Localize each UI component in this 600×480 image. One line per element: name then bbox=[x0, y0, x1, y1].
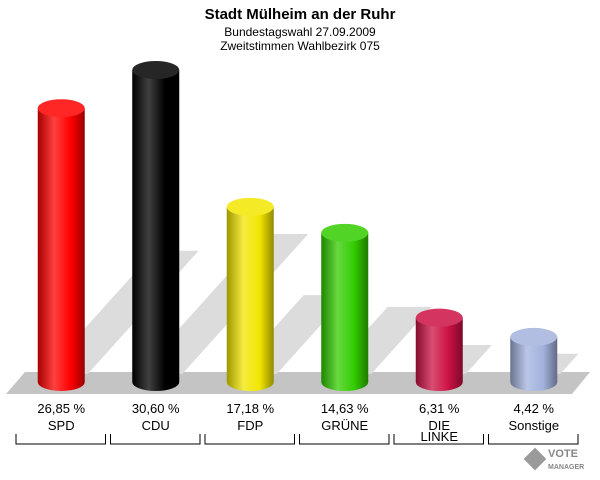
chart-subtitle-date: Bundestagswahl 27.09.2009 bbox=[224, 25, 376, 39]
category-bracket bbox=[110, 434, 201, 445]
value-labels: 26,85 % 30,60 % 17,18 % 14,63 % 6,31 % 4,42 % bbox=[37, 401, 554, 416]
category-label: Sonstige bbox=[508, 418, 559, 433]
bar bbox=[510, 336, 558, 392]
chart-title: Stadt Mülheim an der Ruhr bbox=[205, 6, 396, 23]
bar-shadows bbox=[43, 234, 579, 374]
value-label: 26,85 % bbox=[37, 401, 85, 416]
category-bracket bbox=[299, 434, 390, 445]
category-bracket bbox=[393, 434, 484, 445]
category-label: LINKE bbox=[420, 429, 458, 444]
chart-subtitle-district: Zweitstimmen Wahlbezirk 075 bbox=[220, 39, 380, 53]
logo-line-2: MANAGER bbox=[548, 464, 584, 471]
value-label: 30,60 % bbox=[132, 401, 180, 416]
vote-manager-logo: VOTE MANAGER bbox=[523, 447, 584, 471]
bar-top bbox=[415, 308, 463, 327]
floor-plane bbox=[6, 372, 590, 394]
value-label: 6,31 % bbox=[419, 401, 460, 416]
category-label: GRÜNE bbox=[321, 418, 368, 433]
bar-top bbox=[321, 223, 369, 242]
value-label: 14,63 % bbox=[321, 401, 369, 416]
bar bbox=[415, 317, 463, 392]
bar bbox=[226, 206, 274, 392]
bar-top bbox=[510, 327, 558, 346]
logo-line-1: VOTE bbox=[548, 448, 578, 460]
category-bracket bbox=[488, 434, 579, 445]
bar-top bbox=[37, 99, 85, 118]
category-label: SPD bbox=[48, 418, 75, 433]
bar-top bbox=[226, 197, 274, 216]
bar bbox=[37, 108, 85, 391]
category-label: DIE bbox=[428, 418, 450, 433]
category-label: CDU bbox=[142, 418, 170, 433]
value-label: 17,18 % bbox=[226, 401, 274, 416]
logo-mark-icon bbox=[523, 447, 547, 471]
bar-top bbox=[132, 61, 180, 79]
bar bbox=[132, 70, 180, 392]
bars bbox=[37, 61, 558, 392]
bar bbox=[321, 232, 369, 392]
value-label: 4,42 % bbox=[514, 401, 555, 416]
category-bracket bbox=[15, 434, 106, 445]
category-label: FDP bbox=[237, 418, 263, 433]
category-bracket bbox=[204, 434, 295, 445]
